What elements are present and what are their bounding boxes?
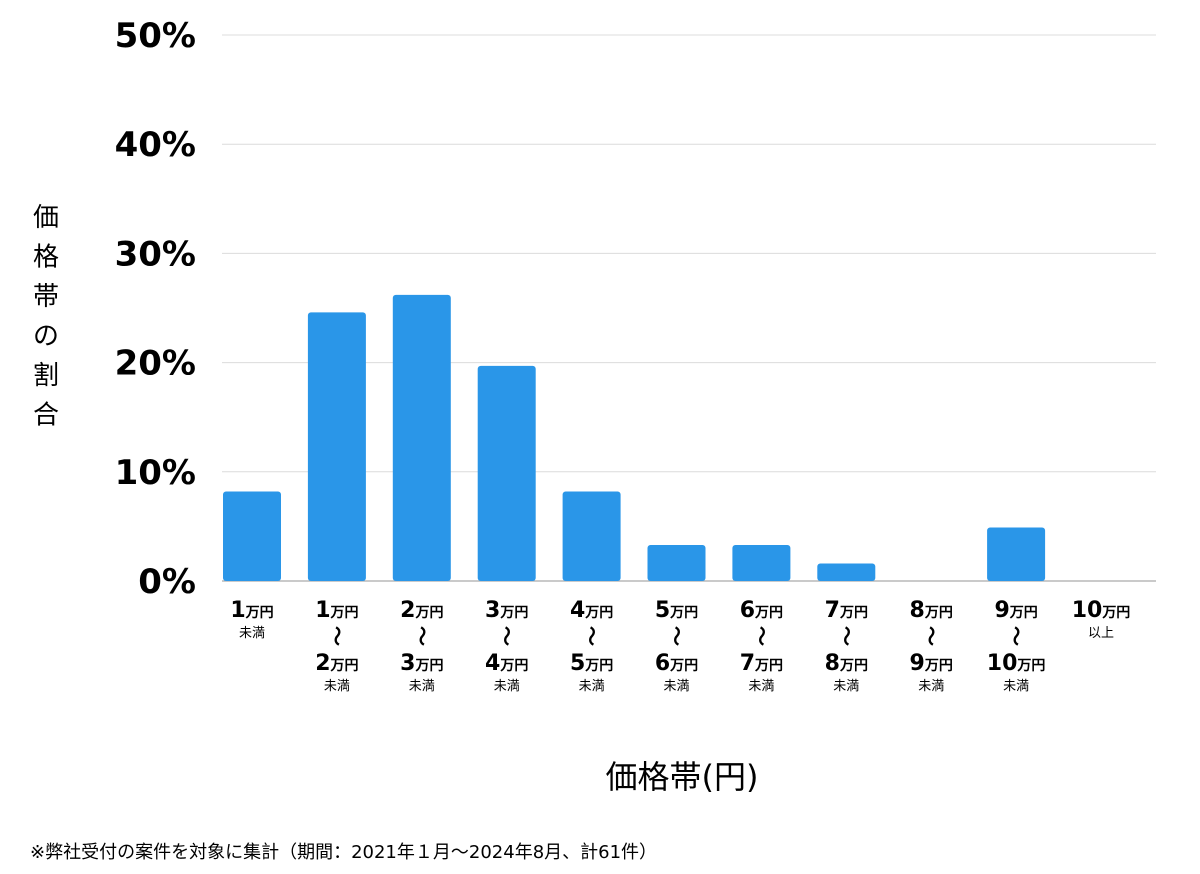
x-tick-label: 5万円	[570, 651, 613, 676]
x-axis-ticks: 1万円未満1万円〜2万円未満2万円〜3万円未満3万円〜4万円未満4万円〜5万円未…	[230, 598, 1130, 694]
bar	[307, 312, 366, 581]
x-tick-label: 9万円	[994, 598, 1037, 623]
range-wave: 〜	[919, 626, 943, 646]
x-tick-label: 4万円	[570, 598, 613, 623]
x-tick-label: 10万円	[987, 651, 1046, 676]
y-tick-label: 0%	[138, 562, 196, 602]
x-tick-sublabel: 未満	[494, 679, 520, 694]
y-tick-label: 50%	[115, 16, 196, 56]
x-tick-sublabel: 未満	[409, 679, 435, 694]
footnote: ※弊社受付の案件を対象に集計（期間：2021年１月〜2024年8月、計61件）	[30, 842, 658, 863]
y-tick-label: 40%	[115, 125, 196, 165]
y-axis-ticks: 0% 10% 20% 30% 40% 50%	[115, 16, 196, 602]
x-tick-label: 8万円	[910, 598, 953, 623]
x-tick-label: 6万円	[740, 598, 783, 623]
x-tick-label: 2万円	[315, 651, 358, 676]
x-tick-sublabel: 未満	[663, 679, 689, 694]
y-axis-label-char: 価	[33, 203, 59, 233]
bars	[223, 294, 1046, 581]
bar	[392, 294, 451, 581]
y-axis-label-char: 帯	[33, 282, 59, 312]
bar	[987, 527, 1046, 581]
range-wave: 〜	[1004, 626, 1028, 646]
bar	[817, 563, 876, 581]
x-tick-label: 4万円	[485, 651, 528, 676]
x-tick-sublabel: 未満	[1003, 679, 1029, 694]
x-tick-sublabel: 未満	[324, 679, 350, 694]
x-axis-label: 価格帯(円)	[606, 758, 759, 796]
range-wave: 〜	[410, 626, 434, 646]
x-tick-sublabel: 未満	[748, 679, 774, 694]
y-axis-label-char: 格	[33, 243, 59, 273]
x-tick-label: 10万円	[1072, 598, 1131, 623]
x-tick-label: 2万円	[400, 598, 443, 623]
bar	[647, 544, 706, 581]
y-axis-label-char: 割	[33, 361, 59, 391]
bar	[477, 365, 536, 581]
y-axis-label-char: 合	[33, 401, 59, 431]
x-tick-label: 9万円	[910, 651, 953, 676]
y-tick-label: 30%	[115, 234, 196, 274]
x-tick-label: 5万円	[655, 598, 698, 623]
range-wave: 〜	[749, 626, 773, 646]
range-wave: 〜	[580, 626, 604, 646]
bar	[732, 544, 791, 581]
y-tick-label: 10%	[115, 453, 196, 493]
x-tick-label: 3万円	[485, 598, 528, 623]
x-tick-sublabel: 未満	[579, 679, 605, 694]
range-wave: 〜	[834, 626, 858, 646]
y-axis-label-char: の	[33, 322, 59, 352]
x-tick-label: 1万円	[230, 598, 273, 623]
y-tick-label: 20%	[115, 344, 196, 384]
x-tick-sublabel: 未満	[918, 679, 944, 694]
range-wave: 〜	[325, 626, 349, 646]
range-wave: 〜	[665, 626, 689, 646]
x-tick-label: 6万円	[655, 651, 698, 676]
x-tick-label: 8万円	[825, 651, 868, 676]
bar	[562, 491, 621, 581]
bar	[223, 491, 281, 581]
x-tick-label: 3万円	[400, 651, 443, 676]
x-tick-label: 1万円	[315, 598, 358, 623]
x-tick-label: 7万円	[740, 651, 783, 676]
x-tick-sublabel: 以上	[1088, 626, 1114, 641]
x-tick-label: 7万円	[825, 598, 868, 623]
range-wave: 〜	[495, 626, 519, 646]
x-tick-sublabel: 未満	[833, 679, 859, 694]
x-tick-sublabel: 未満	[239, 626, 265, 641]
